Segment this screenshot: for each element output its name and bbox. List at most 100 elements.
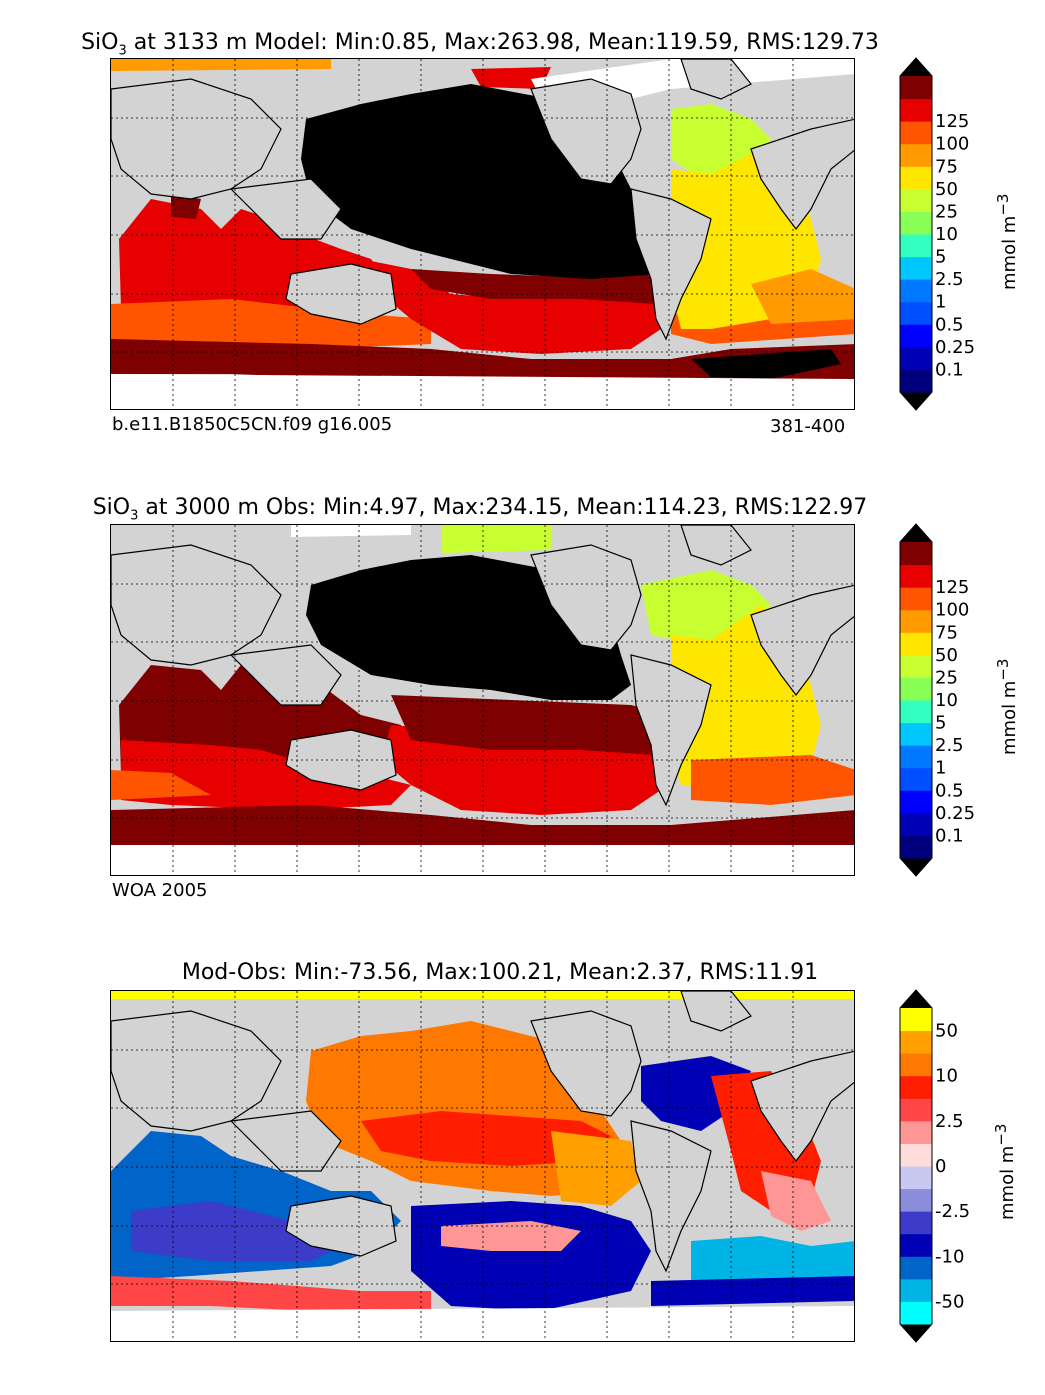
colorbar-tick-label: 100 <box>935 600 969 621</box>
asia-land <box>229 1110 342 1172</box>
colorbar-tick-label: 10 <box>935 224 958 245</box>
colorbar-bin <box>900 324 932 348</box>
colorbar-tick-label: 50 <box>935 179 958 200</box>
colorbar-bin <box>900 1075 932 1099</box>
colorbar-bin <box>900 812 932 836</box>
colorbar-tick-label: 25 <box>935 201 958 222</box>
colorbar-tick-label: 2.5 <box>935 269 964 290</box>
map-grid <box>111 59 854 409</box>
colorbar-tick-label: 0.1 <box>935 359 964 380</box>
obs-colorbar-unit: mmol m−3 <box>994 658 1020 755</box>
colorbar-tick-label: 10 <box>935 1066 958 1087</box>
colorbar-top-arrow <box>900 58 932 76</box>
colorbar-bin <box>900 1098 932 1122</box>
colorbar-bin <box>900 279 932 303</box>
model-years: 381-400 <box>770 416 846 437</box>
asia-land <box>229 178 342 240</box>
colorbar-tick-label: 25 <box>935 667 958 688</box>
colorbar-bin <box>900 1053 932 1077</box>
colorbar-bin <box>900 121 932 145</box>
pacific-mid <box>391 695 671 755</box>
obs-colorbar: 0.1 0.25 0.5 1 2.5 5 10 25 50 75 100 125 <box>899 523 975 877</box>
colorbar-tick-label: 0.5 <box>935 314 964 335</box>
colorbar-bin <box>900 1211 932 1235</box>
africa-europe-land <box>750 1050 854 1162</box>
diff-map <box>110 990 855 1342</box>
diff-panel: Mod-Obs: Min:-73.56, Max:100.21, Mean:2.… <box>0 930 1045 1395</box>
obs-map <box>110 524 855 876</box>
colorbar-bin <box>900 767 932 791</box>
south-america-land <box>630 1120 712 1273</box>
colorbar-bin <box>900 745 932 769</box>
model-map <box>110 58 855 410</box>
model-title: SiO3 at 3133 m Model: Min:0.85, Max:263.… <box>81 30 879 59</box>
map-grid <box>111 525 854 875</box>
colorbar-tick-label: 0.1 <box>935 825 964 846</box>
arctic-region <box>111 59 331 71</box>
colorbar-tick-label: 125 <box>935 577 969 598</box>
colorbar-bin <box>900 1233 932 1257</box>
colorbar-tick-label: 50 <box>935 645 958 666</box>
diff-colorbar-unit: mmol m−3 <box>992 1123 1018 1220</box>
colorbar-bin <box>900 564 932 588</box>
colorbar-tick-label: 0.5 <box>935 780 964 801</box>
colorbar-bin <box>900 301 932 325</box>
south-atlantic <box>751 269 854 324</box>
colorbar-frame <box>899 523 933 877</box>
model-case-name: b.e11.B1850C5CN.f09 g16.005 <box>112 414 393 435</box>
colorbar-tick-label: 1 <box>935 292 946 313</box>
southern-band <box>691 349 841 379</box>
colorbar-tick-label: 125 <box>935 111 969 132</box>
colorbar-bin <box>900 609 932 633</box>
colorbar-bin <box>900 211 932 235</box>
colorbar-tick-label: 1 <box>935 758 946 779</box>
diff-title: Mod-Obs: Min:-73.56, Max:100.21, Mean:2.… <box>181 960 819 985</box>
greenland-land <box>680 991 752 1032</box>
diff-map-plot <box>111 991 854 1341</box>
north-america-land <box>530 1010 642 1117</box>
colorbar-tick-label: 50 <box>935 1021 958 1042</box>
africa-europe-land <box>750 118 854 230</box>
colorbar-tick-label: 0.25 <box>935 803 975 824</box>
obs-source: WOA 2005 <box>112 880 208 901</box>
colorbar-bin <box>900 76 932 100</box>
pacific-south <box>361 259 671 354</box>
arctic-nodata <box>291 525 411 537</box>
colorbar-bin <box>900 166 932 190</box>
colorbar-bin <box>900 677 932 701</box>
model-panel: SiO3 at 3133 m Model: Min:0.85, Max:263.… <box>0 0 1045 465</box>
obs-map-plot <box>111 525 854 875</box>
antarctic-nodata <box>111 845 854 875</box>
colorbar-tick-label: 100 <box>935 134 969 155</box>
colorbar-bin <box>900 256 932 280</box>
pacific-diff <box>361 1111 611 1166</box>
colorbar-bin <box>900 1120 932 1144</box>
southern-band <box>111 339 854 389</box>
south-atlantic <box>691 755 854 805</box>
arctic-region <box>441 525 551 553</box>
colorbar-bin <box>900 1166 932 1190</box>
atlantic-diff <box>761 1171 831 1231</box>
colorbar-bottom-arrow <box>900 1324 932 1342</box>
colorbar-top-arrow <box>900 524 932 542</box>
colorbar-tick-label: 0.25 <box>935 337 975 358</box>
colorbar-tick-label: 2.5 <box>935 735 964 756</box>
north-america-land <box>530 78 642 185</box>
colorbar-bottom-arrow <box>900 858 932 876</box>
colorbar-bin <box>900 1256 932 1280</box>
colorbar-bin <box>900 143 932 167</box>
colorbar-tick-label: 0 <box>935 1156 946 1177</box>
colorbar-bin <box>900 790 932 814</box>
colorbar-tick-label: -2.5 <box>935 1201 970 1222</box>
colorbar-frame <box>899 989 933 1343</box>
colorbar-bin <box>900 1030 932 1054</box>
southern-band <box>111 770 211 800</box>
colorbar-bin <box>900 98 932 122</box>
colorbar-bin <box>900 1278 932 1302</box>
colorbar-bin <box>900 700 932 724</box>
colorbar-bin <box>900 587 932 611</box>
colorbar-tick-label: -10 <box>935 1246 964 1267</box>
indian-diff <box>131 1201 351 1261</box>
colorbar-bin <box>900 632 932 656</box>
